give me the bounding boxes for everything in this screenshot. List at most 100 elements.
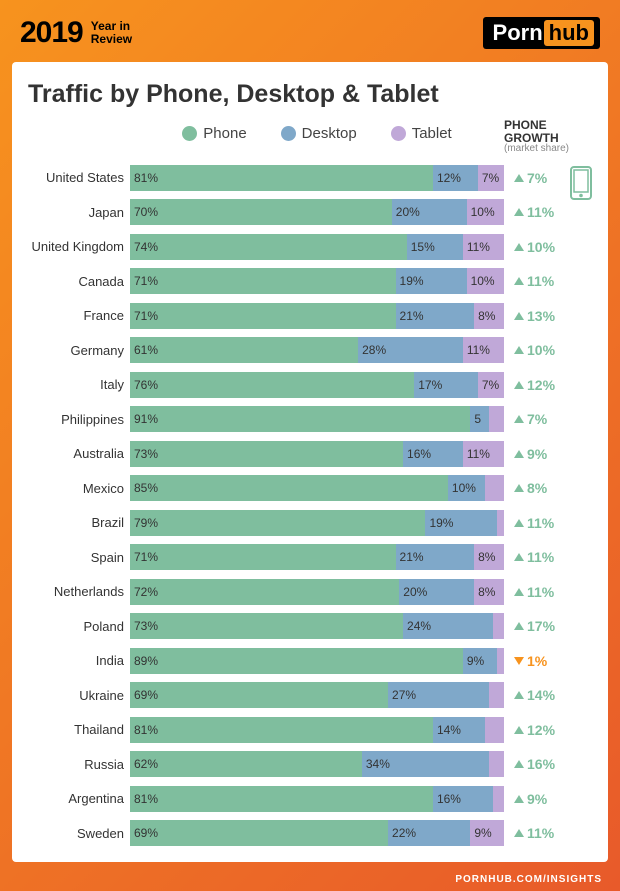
subtitle-line2: Review bbox=[91, 33, 132, 46]
arrow-up-icon bbox=[514, 243, 524, 251]
country-label: India bbox=[28, 653, 130, 668]
desktop-segment: 20% bbox=[392, 199, 467, 225]
arrow-up-icon bbox=[514, 484, 524, 492]
legend-phone: Phone bbox=[182, 125, 246, 142]
chart-row: Ukraine69%27%14% bbox=[28, 678, 592, 713]
arrow-up-icon bbox=[514, 519, 524, 527]
stacked-bar: 70%20%10% bbox=[130, 199, 504, 225]
country-label: Mexico bbox=[28, 481, 130, 496]
tablet-segment bbox=[485, 717, 504, 743]
stacked-bar: 81%14% bbox=[130, 717, 504, 743]
tablet-segment: 11% bbox=[463, 337, 504, 363]
phone-segment: 89% bbox=[130, 648, 463, 674]
phone-segment: 71% bbox=[130, 268, 396, 294]
country-label: United Kingdom bbox=[28, 239, 130, 254]
chart-card: Traffic by Phone, Desktop & Tablet Phone… bbox=[12, 62, 608, 862]
growth-text: 11% bbox=[527, 825, 554, 841]
country-label: Japan bbox=[28, 205, 130, 220]
tablet-segment bbox=[485, 475, 504, 501]
tablet-segment: 8% bbox=[474, 544, 504, 570]
desktop-segment: 9% bbox=[463, 648, 497, 674]
growth-header: PHONE GROWTH (market share) bbox=[504, 119, 592, 155]
desktop-segment: 21% bbox=[396, 544, 475, 570]
chart-row: Thailand81%14%12% bbox=[28, 713, 592, 748]
desktop-segment: 5 bbox=[470, 406, 489, 432]
page: 2019 Year in Review Porn hub Traffic by … bbox=[0, 0, 620, 891]
growth-value: 11% bbox=[504, 204, 592, 220]
chart-rows: United States81%12%7%7%Japan70%20%10%11%… bbox=[28, 161, 592, 851]
growth-text: 9% bbox=[527, 446, 547, 462]
header: 2019 Year in Review Porn hub bbox=[12, 12, 608, 62]
tablet-segment: 10% bbox=[467, 199, 504, 225]
phone-segment: 91% bbox=[130, 406, 470, 432]
legend: Phone Desktop Tablet bbox=[130, 119, 504, 142]
growth-value: 14% bbox=[504, 687, 592, 703]
growth-text: 8% bbox=[527, 480, 547, 496]
chart-row: Brazil79%19%11% bbox=[28, 506, 592, 541]
growth-text: 14% bbox=[527, 687, 555, 703]
chart-row: Italy76%17%7%12% bbox=[28, 368, 592, 403]
tablet-segment: 8% bbox=[474, 579, 504, 605]
growth-value: 1% bbox=[504, 653, 592, 669]
header-left: 2019 Year in Review bbox=[20, 16, 132, 50]
phone-segment: 69% bbox=[130, 682, 388, 708]
legend-phone-label: Phone bbox=[203, 125, 246, 142]
tablet-segment bbox=[489, 751, 504, 777]
phone-segment: 69% bbox=[130, 820, 388, 846]
growth-text: 12% bbox=[527, 377, 555, 393]
phone-segment: 72% bbox=[130, 579, 399, 605]
arrow-up-icon bbox=[514, 450, 524, 458]
arrow-up-icon bbox=[514, 795, 524, 803]
country-label: Spain bbox=[28, 550, 130, 565]
growth-value: 7% bbox=[504, 170, 592, 186]
growth-text: 10% bbox=[527, 239, 555, 255]
tablet-segment: 7% bbox=[478, 165, 504, 191]
stacked-bar: 73%16%11% bbox=[130, 441, 504, 467]
tablet-segment: 7% bbox=[478, 372, 504, 398]
chart-row: India89%9% 1% bbox=[28, 644, 592, 679]
growth-text: 11% bbox=[527, 204, 554, 220]
phone-segment: 81% bbox=[130, 717, 433, 743]
phone-segment: 73% bbox=[130, 613, 403, 639]
growth-value: 10% bbox=[504, 239, 592, 255]
desktop-segment: 22% bbox=[388, 820, 470, 846]
growth-text: 7% bbox=[527, 411, 547, 427]
stacked-bar: 81%16% bbox=[130, 786, 504, 812]
growth-value: 13% bbox=[504, 308, 592, 324]
stacked-bar: 79%19% bbox=[130, 510, 504, 536]
desktop-segment: 16% bbox=[433, 786, 493, 812]
phone-segment: 71% bbox=[130, 303, 396, 329]
growth-header-line1: PHONE bbox=[504, 119, 592, 132]
chart-row: Argentina81%16%9% bbox=[28, 782, 592, 817]
stacked-bar: 76%17%7% bbox=[130, 372, 504, 398]
growth-value: 9% bbox=[504, 446, 592, 462]
country-label: Germany bbox=[28, 343, 130, 358]
stacked-bar: 69%27% bbox=[130, 682, 504, 708]
stacked-bar: 62%34% bbox=[130, 751, 504, 777]
desktop-segment: 10% bbox=[448, 475, 485, 501]
growth-value: 10% bbox=[504, 342, 592, 358]
tablet-segment: 8% bbox=[474, 303, 504, 329]
desktop-segment: 34% bbox=[362, 751, 489, 777]
desktop-segment: 12% bbox=[433, 165, 478, 191]
growth-text: 13% bbox=[527, 308, 555, 324]
growth-value: 11% bbox=[504, 584, 592, 600]
growth-text: 17% bbox=[527, 618, 555, 634]
stacked-bar: 71%21%8% bbox=[130, 544, 504, 570]
chart-row: Canada71%19%10%11% bbox=[28, 264, 592, 299]
growth-value: 11% bbox=[504, 825, 592, 841]
phone-segment: 62% bbox=[130, 751, 362, 777]
phone-icon bbox=[570, 166, 592, 200]
growth-value: 11% bbox=[504, 273, 592, 289]
legend-desktop: Desktop bbox=[281, 125, 357, 142]
chart-row: Germany61%28%11%10% bbox=[28, 333, 592, 368]
growth-text: 1% bbox=[527, 653, 547, 669]
desktop-segment: 15% bbox=[407, 234, 463, 260]
desktop-segment: 17% bbox=[414, 372, 478, 398]
growth-text: 9% bbox=[527, 791, 547, 807]
growth-value: 9% bbox=[504, 791, 592, 807]
chart-row: France71%21%8%13% bbox=[28, 299, 592, 334]
chart-row: Russia62%34%16% bbox=[28, 747, 592, 782]
phone-segment: 74% bbox=[130, 234, 407, 260]
tablet-segment bbox=[497, 510, 504, 536]
